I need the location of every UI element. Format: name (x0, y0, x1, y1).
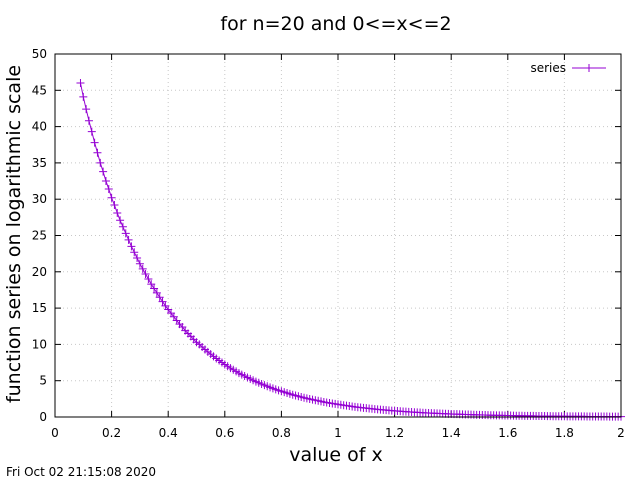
y-tick-label: 35 (32, 156, 47, 170)
data-point-marker (93, 148, 102, 157)
x-tick-label: 0.6 (215, 426, 234, 440)
chart-title: for n=20 and 0<=x<=2 (220, 13, 451, 35)
data-point-marker (82, 105, 91, 114)
x-tick-label: 1.2 (385, 426, 404, 440)
data-point-marker (150, 284, 159, 293)
x-tick-label: 1.4 (442, 426, 461, 440)
x-tick-label: 1.6 (498, 426, 517, 440)
x-tick-label: 0 (51, 426, 59, 440)
data-point-marker (152, 288, 161, 297)
data-point-marker (101, 177, 110, 186)
data-point-marker (107, 193, 116, 202)
data-point-marker (133, 254, 142, 263)
data-point-marker (127, 242, 136, 251)
data-point-marker (130, 248, 139, 257)
data-point-marker (158, 297, 167, 306)
x-tick-label: 1.8 (555, 426, 574, 440)
data-point-marker (138, 264, 147, 273)
y-tick-label: 10 (32, 337, 47, 351)
data-point-marker (79, 92, 88, 101)
data-point-marker (99, 167, 108, 176)
x-tick-label: 1 (334, 426, 342, 440)
legend: series (530, 61, 606, 75)
data-point-marker (87, 127, 96, 136)
x-tick-label: 0.4 (159, 426, 178, 440)
plot-frame (54, 53, 622, 418)
y-tick-label: 40 (32, 120, 47, 134)
data-point-marker (144, 275, 153, 284)
x-axis-title: value of x (289, 444, 383, 466)
x-tick-label: 2 (617, 426, 625, 440)
data-point-marker (90, 138, 99, 147)
series-layer (76, 79, 625, 421)
data-point-marker (84, 116, 93, 125)
data-point-marker (96, 158, 105, 167)
y-tick-label: 20 (32, 265, 47, 279)
data-point-marker (104, 185, 113, 194)
y-tick-label: 45 (32, 83, 47, 97)
series-line (79, 82, 621, 418)
data-point-marker (155, 293, 164, 302)
y-axis-title: function series on logarithmic scale (3, 65, 25, 403)
data-point-marker (76, 79, 85, 88)
y-tick-label: 30 (32, 192, 47, 206)
data-point-marker (118, 222, 127, 231)
timestamp: Fri Oct 02 21:15:08 2020 (6, 465, 156, 479)
data-point-marker (116, 216, 125, 225)
data-point-marker (110, 201, 119, 210)
data-point-marker (124, 235, 133, 244)
x-tick-label: 0.8 (272, 426, 291, 440)
grid (55, 54, 621, 417)
y-tick-label: 0 (39, 410, 47, 424)
legend-label: series (530, 61, 566, 75)
y-tick-label: 25 (32, 229, 47, 243)
x-tick-label: 0.2 (102, 426, 121, 440)
legend-marker-sample (585, 64, 593, 72)
data-point-marker (147, 280, 156, 289)
data-point-marker (135, 259, 144, 268)
data-point-marker (121, 229, 130, 238)
data-point-marker (141, 269, 150, 278)
y-tick-label: 5 (39, 374, 47, 388)
data-point-marker (113, 208, 122, 217)
y-tick-label: 50 (32, 47, 47, 61)
y-tick-label: 15 (32, 301, 47, 315)
